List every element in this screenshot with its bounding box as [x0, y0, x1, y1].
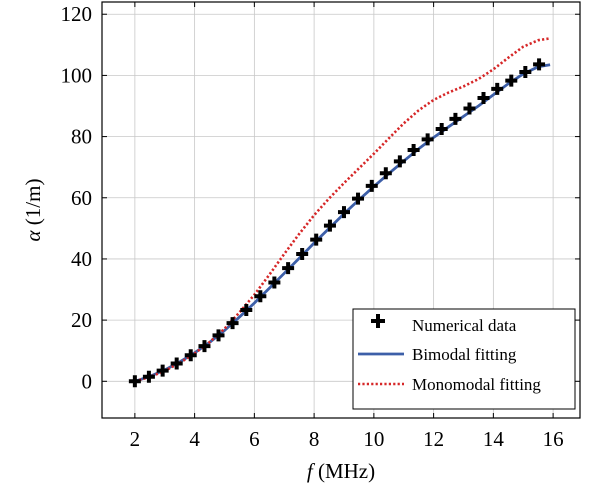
data-point-plus-icon — [477, 92, 490, 105]
data-point-plus-icon — [505, 74, 518, 87]
x-tick-label: 16 — [543, 427, 564, 451]
data-point-plus-icon — [170, 357, 183, 370]
data-point-plus-icon — [491, 82, 504, 95]
x-tick-label: 4 — [189, 427, 200, 451]
data-point-plus-icon — [268, 276, 281, 289]
x-tick-label: 12 — [423, 427, 444, 451]
data-point-plus-icon — [393, 155, 406, 168]
legend-item-bimodal-fitting: Bimodal fitting — [358, 345, 517, 364]
data-point-plus-icon — [156, 364, 169, 377]
x-tick-label: 2 — [130, 427, 141, 451]
legend-label-numerical-data: Numerical data — [412, 316, 517, 335]
x-tick-label: 6 — [249, 427, 260, 451]
data-point-plus-icon — [310, 233, 323, 246]
y-tick-label: 0 — [82, 369, 93, 393]
x-tick-label: 8 — [309, 427, 320, 451]
legend-item-monomodal-fitting: Monomodal fitting — [358, 375, 541, 394]
y-tick-label: 80 — [71, 125, 92, 149]
x-tick-label: 10 — [363, 427, 384, 451]
data-point-plus-icon — [449, 112, 462, 125]
data-point-plus-icon — [463, 102, 476, 115]
data-point-plus-icon — [142, 370, 155, 383]
data-point-plus-icon — [352, 192, 365, 205]
data-point-plus-icon — [282, 262, 295, 275]
y-tick-label: 40 — [71, 247, 92, 271]
legend-label-bimodal-fitting: Bimodal fitting — [412, 345, 517, 364]
y-tick-label: 120 — [61, 2, 93, 26]
data-point-plus-icon — [212, 329, 225, 342]
data-point-plus-icon — [519, 66, 532, 79]
y-axis-label: α (1/m) — [21, 179, 45, 242]
data-point-plus-icon — [184, 349, 197, 362]
grid — [102, 2, 580, 418]
legend-item-numerical-data: Numerical data — [371, 314, 517, 335]
data-point-plus-icon — [435, 122, 448, 135]
y-tick-label: 60 — [71, 186, 92, 210]
legend-marker-plus-icon — [371, 314, 385, 328]
data-point-plus-icon — [407, 144, 420, 157]
data-point-plus-icon — [254, 290, 267, 303]
data-point-plus-icon — [128, 375, 141, 388]
data-point-plus-icon — [379, 167, 392, 180]
data-point-plus-icon — [533, 58, 546, 71]
legend-label-monomodal-fitting: Monomodal fitting — [412, 375, 541, 394]
y-tick-label: 20 — [71, 308, 92, 332]
data-point-plus-icon — [240, 304, 253, 317]
series-line-monomodal-fitting — [134, 37, 551, 383]
legend-box — [352, 308, 576, 410]
data-point-plus-icon — [365, 179, 378, 192]
x-axis-label: f (MHz) — [307, 459, 375, 483]
data-point-plus-icon — [421, 133, 434, 146]
plot-frame — [101, 1, 581, 419]
legend: Numerical data Bimodal fitting Monomodal… — [352, 308, 576, 410]
data-point-plus-icon — [323, 219, 336, 232]
y-tick-label: 100 — [61, 63, 93, 87]
series-layer — [128, 37, 551, 388]
x-tick-label: 14 — [483, 427, 505, 451]
data-point-plus-icon — [296, 248, 309, 261]
data-point-plus-icon — [198, 340, 211, 353]
data-point-plus-icon — [226, 317, 239, 330]
data-point-plus-icon — [337, 206, 350, 219]
axis-ticks: 2 4 6 8 10 12 14 16 0 20 40 60 80 100 120 — [61, 2, 580, 451]
